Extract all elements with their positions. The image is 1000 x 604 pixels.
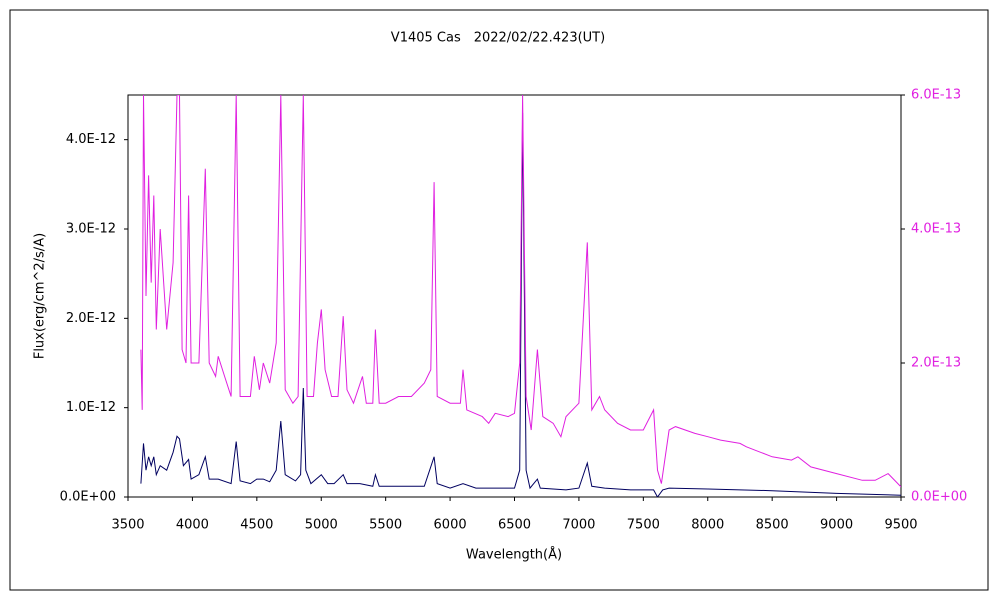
chart-title: V1405 Cas 2022/02/22.423(UT)	[391, 31, 605, 46]
spectrum-line	[140, 95, 901, 488]
y-axis-label: Flux(erg/cm^2/s/A)	[33, 233, 48, 359]
x-tick-label: 9500	[884, 518, 917, 533]
plot-lines	[140, 95, 901, 497]
y-tick-label: 1.0E-12	[66, 400, 116, 415]
x-axis-label: Wavelength(Å)	[466, 547, 562, 563]
x-tick-label: 9000	[820, 518, 853, 533]
y2-tick-label: 0.0E+00	[911, 490, 967, 505]
y2-tick-label: 6.0E-13	[911, 88, 961, 103]
y-tick-label: 2.0E-12	[66, 311, 116, 326]
x-tick-label: 6000	[434, 518, 467, 533]
y2-tick-label: 4.0E-13	[911, 222, 961, 237]
y2-tick-label: 2.0E-13	[911, 356, 961, 371]
y-tick-label: 4.0E-12	[66, 132, 116, 147]
x-tick-label: 8000	[691, 518, 724, 533]
x-tick-label: 5500	[369, 518, 402, 533]
x-tick-label: 3500	[111, 518, 144, 533]
x-tick-label: 4000	[176, 518, 209, 533]
chart-frame	[9, 9, 989, 591]
y-tick-label: 0.0E+00	[60, 490, 116, 505]
spectrum-line	[140, 112, 901, 497]
x-tick-label: 8500	[756, 518, 789, 533]
x-tick-label: 4500	[240, 518, 273, 533]
x-tick-label: 6500	[498, 518, 531, 533]
x-tick-label: 7500	[627, 518, 660, 533]
x-tick-label: 5000	[305, 518, 338, 533]
x-tick-label: 7000	[562, 518, 595, 533]
y-tick-label: 3.0E-12	[66, 222, 116, 237]
